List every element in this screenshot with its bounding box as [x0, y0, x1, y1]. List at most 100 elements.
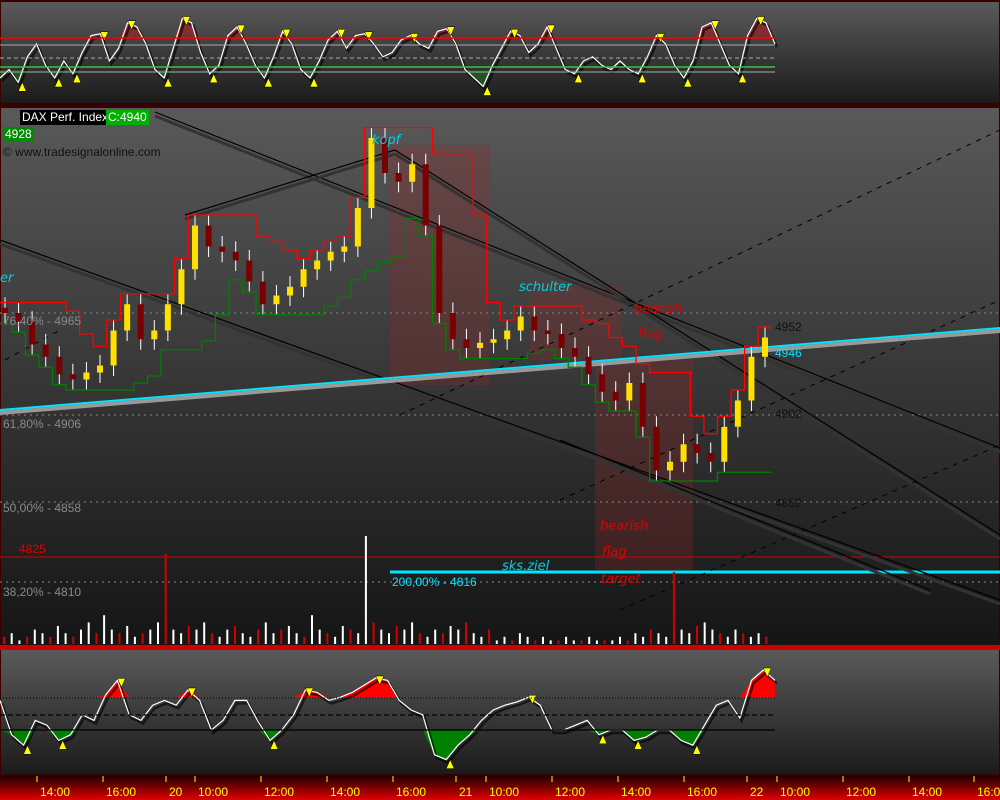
- instrument-title: DAX Perf. Index: [20, 110, 111, 125]
- candle-up: [680, 444, 687, 462]
- candle-down: [585, 356, 592, 375]
- candle-down: [653, 426, 660, 471]
- volume-bar: [665, 636, 668, 644]
- annotation-bearish-flag-1: bearish: [634, 302, 682, 317]
- volume-bar: [95, 633, 98, 644]
- volume-bar: [380, 629, 383, 644]
- time-tick-label: 16:00: [977, 785, 1000, 799]
- volume-bar: [734, 629, 737, 644]
- price-label-4902: 4902: [775, 407, 802, 421]
- volume-bar: [195, 629, 198, 644]
- volume-bar: [241, 633, 244, 644]
- volume-bar: [603, 640, 606, 644]
- volume-bar: [418, 633, 421, 644]
- red-level-label: 4825: [19, 542, 46, 556]
- candle-down: [422, 164, 429, 226]
- volume-bar: [349, 629, 352, 644]
- target-200-label: 200,00% - 4816: [392, 575, 477, 589]
- candle-down: [29, 321, 36, 345]
- buy-signal-marker: [23, 744, 32, 755]
- volume-bar: [203, 622, 206, 644]
- volume-bar: [133, 636, 136, 644]
- volume-bar: [10, 633, 13, 644]
- volume-bar: [180, 633, 183, 644]
- candle-down: [69, 374, 76, 380]
- volume-bar: [488, 629, 491, 644]
- candle-down: [42, 344, 49, 357]
- candle-up: [734, 400, 741, 427]
- candle-up: [504, 330, 511, 340]
- time-axis: [0, 776, 1000, 800]
- volume-bar: [226, 629, 229, 644]
- bottom-oscillator-oversold-fill: [0, 730, 775, 760]
- channel-line-shadow: [184, 152, 396, 221]
- top-oscillator-overbought-fill: [0, 18, 775, 39]
- candle-down: [56, 356, 63, 375]
- time-tick-label: 16:00: [106, 785, 136, 799]
- volume-bar: [87, 622, 90, 644]
- buy-signal-marker: [163, 77, 173, 88]
- sell-signal-marker: [336, 29, 346, 39]
- candle-down: [205, 225, 212, 247]
- volume-bar: [457, 629, 460, 644]
- candle-down: [382, 138, 388, 173]
- sell-signal-marker: [510, 29, 519, 39]
- dashed-projection-line: [559, 299, 1000, 501]
- buy-signal-marker: [738, 73, 747, 83]
- sell-signal-marker: [187, 687, 197, 698]
- candle-up: [97, 365, 103, 373]
- volume-bar: [595, 640, 598, 644]
- price-label-4946: 4946: [775, 346, 802, 360]
- sell-signal-marker: [375, 675, 385, 686]
- buy-signal-marker: [637, 73, 647, 83]
- annotation-flag-2: flag: [602, 545, 627, 560]
- volume-bar: [218, 636, 221, 644]
- volume-bar: [110, 629, 113, 644]
- buy-signal-marker: [17, 81, 27, 92]
- annotation-bearish-flag-2: bearish: [600, 519, 648, 534]
- volume-bar: [341, 626, 344, 644]
- sell-signal-marker: [127, 20, 137, 31]
- channel-line: [0, 239, 1000, 601]
- volume-bar: [334, 636, 337, 644]
- candle-up: [178, 269, 185, 305]
- channel-line-shadow: [394, 152, 1000, 541]
- sell-signal-marker: [546, 24, 556, 35]
- volume-bar: [318, 629, 321, 644]
- candle-up: [273, 295, 280, 305]
- volume-bar: [549, 640, 552, 644]
- candle-up: [748, 356, 755, 401]
- volume-bar: [72, 636, 75, 644]
- candle-up: [626, 383, 633, 401]
- buy-signal-marker: [692, 744, 702, 755]
- last-price-badge: 4928: [3, 127, 34, 142]
- volume-bar: [103, 615, 106, 644]
- volume-bar: [765, 636, 768, 644]
- candle-down: [219, 246, 226, 252]
- candle-up: [368, 138, 375, 208]
- channel-line-shadow: [154, 114, 1000, 454]
- sell-signal-marker: [710, 20, 720, 31]
- pattern-shade-zone: [530, 285, 622, 360]
- candle-down: [246, 260, 253, 282]
- volume-bar: [680, 629, 683, 644]
- channel-line-shadow: [559, 442, 931, 596]
- volume-bar: [80, 629, 82, 644]
- candle-up: [341, 246, 348, 252]
- time-tick-label: 20: [169, 785, 183, 799]
- candle-up: [151, 330, 158, 340]
- candle-down: [259, 281, 266, 305]
- volume-bar: [3, 636, 5, 644]
- buy-signal-marker: [264, 77, 273, 88]
- buy-signal-marker: [54, 77, 64, 88]
- volume-bar: [403, 629, 406, 644]
- time-tick-label: 16:00: [396, 785, 426, 799]
- volume-bar: [495, 640, 498, 644]
- volume-bar: [295, 633, 298, 644]
- volume-bar: [372, 622, 375, 644]
- candle-down: [137, 304, 144, 340]
- volume-bar: [726, 636, 729, 644]
- candle-down: [395, 173, 402, 182]
- volume-bar: [534, 640, 537, 644]
- candle-down: [707, 453, 714, 462]
